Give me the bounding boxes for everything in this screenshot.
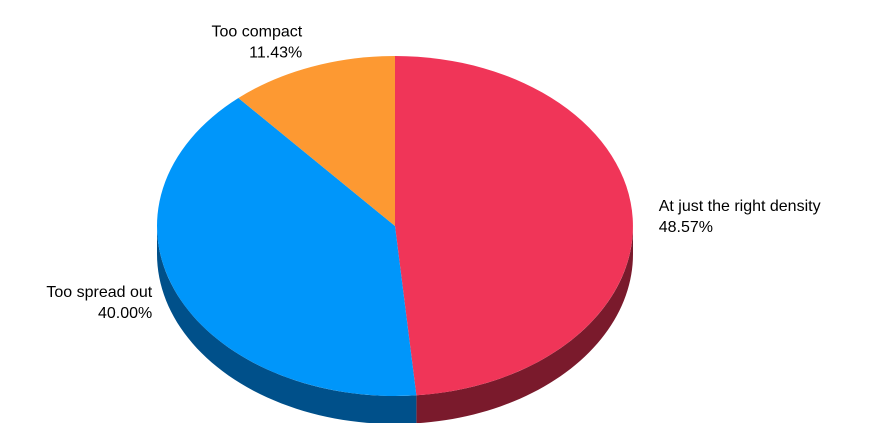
pie-side-too-spread-out	[157, 226, 417, 423]
pie-slice-too-compact	[238, 55, 395, 226]
slice-name-too-compact: Too compact	[212, 24, 303, 41]
pie-labels-layer: At just the right density 48.57% Too sprea…	[46, 24, 820, 323]
slice-percent-too-spread-out: 40.00%	[98, 305, 152, 322]
pie-slice-too-spread-out	[157, 97, 417, 396]
slice-name-at-just-the-right-density: At just the right density	[659, 198, 821, 215]
slice-name-too-spread-out: Too spread out	[46, 284, 152, 301]
pie-top-layer	[157, 55, 633, 396]
pie-side-layer	[157, 226, 633, 423]
pie-slice-at-just-the-right-density	[395, 56, 633, 396]
slice-label-too-compact: Too compact 11.43%	[212, 24, 303, 62]
pie-side-at-just-the-right-density	[416, 226, 633, 423]
slice-percent-at-just-the-right-density: 48.57%	[659, 219, 713, 236]
slice-label-at-just-the-right-density: At just the right density 48.57%	[659, 198, 821, 236]
slice-label-too-spread-out: Too spread out 40.00%	[46, 284, 152, 322]
slice-percent-too-compact: 11.43%	[249, 45, 302, 62]
